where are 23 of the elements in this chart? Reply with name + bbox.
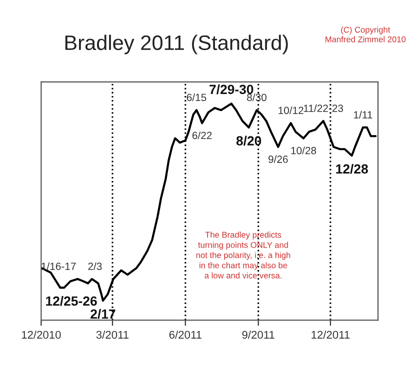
x-tick-label: 6/2011 xyxy=(169,330,202,339)
annotation: 9/26 xyxy=(268,155,288,163)
annotation: 7/29-30 xyxy=(210,84,254,94)
x-tick-label: 12/2010 xyxy=(22,330,61,339)
annotation: 2/17 xyxy=(90,309,116,319)
annotation: 10/28 xyxy=(291,146,316,154)
annotation: 8/30 xyxy=(247,93,266,102)
x-tick-label: 12/2011 xyxy=(312,330,350,339)
annotation: The Bradley predicts turning points ONLY and not the polarity, i.e. a high in the chart may also be a low and vice versa. xyxy=(196,232,290,278)
annotation: 10/12 xyxy=(278,106,304,114)
annotation: 1/16-17 xyxy=(42,262,76,270)
annotation: 6/22 xyxy=(192,131,212,140)
chart-title: Bradley 2011 (Standard) xyxy=(65,34,288,54)
annotation: 2/3 xyxy=(88,262,102,270)
x-tick-label: 3/2011 xyxy=(96,330,129,339)
annotation: 8/20 xyxy=(236,136,262,146)
x-tick-label: 9/2011 xyxy=(242,330,274,339)
annotation: 12/28 xyxy=(336,164,368,174)
annotation: 12/25-26 xyxy=(46,296,97,306)
text: (C) Copyright Manfred Zimmel 2010 xyxy=(326,26,406,42)
annotation: 6/15 xyxy=(186,93,206,102)
annotation: 11/22-23 xyxy=(304,104,344,112)
annotation: 1/11 xyxy=(354,110,372,118)
